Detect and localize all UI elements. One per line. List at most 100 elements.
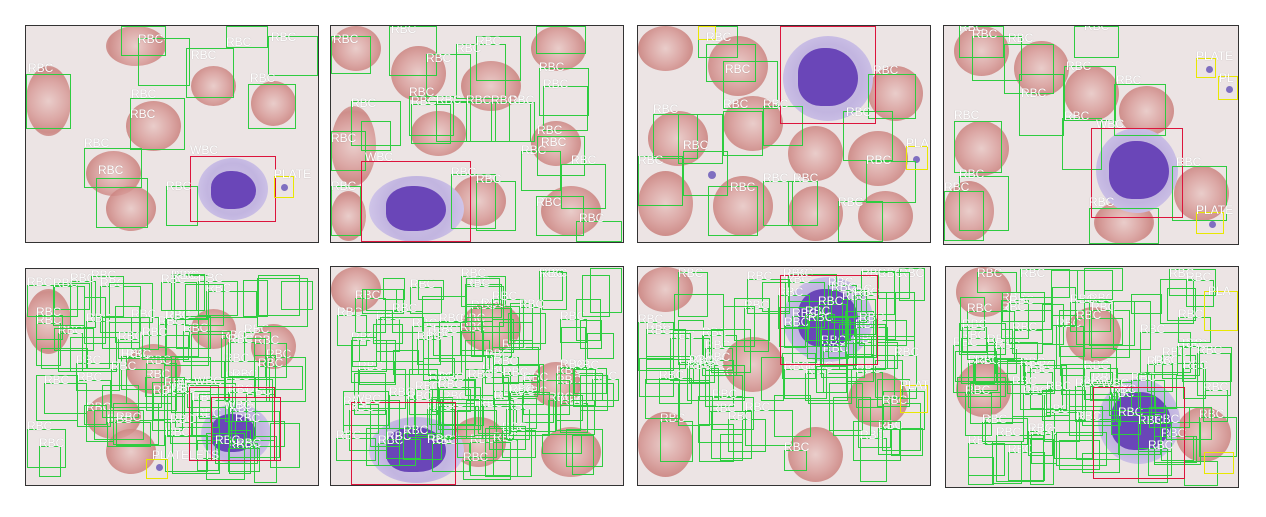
rbc-bounding-box xyxy=(1064,66,1116,121)
rbc-bounding-box xyxy=(439,321,483,362)
rbc-bounding-box xyxy=(1076,419,1120,460)
rbc-bounding-box xyxy=(708,186,758,236)
rbc-bounding-box xyxy=(422,296,467,323)
cell-nucleus xyxy=(211,171,256,209)
rbc-bounding-box xyxy=(861,271,895,315)
rbc-label: RBC xyxy=(788,266,814,280)
rbc-bounding-box xyxy=(411,104,451,144)
rbc-label: RBC xyxy=(58,323,84,337)
rbc-bounding-box xyxy=(646,333,691,360)
red-blood-cell xyxy=(1174,166,1229,221)
rbc-label: RBC xyxy=(228,382,254,396)
rbc-bounding-box xyxy=(831,290,867,323)
rbc-label: RBC xyxy=(1084,25,1110,33)
rbc-label: RBC xyxy=(481,296,507,310)
rbc-label: RBC xyxy=(975,353,1001,367)
rbc-label: RBC xyxy=(331,179,357,193)
red-blood-cell xyxy=(106,26,166,66)
rbc-bounding-box xyxy=(407,399,437,438)
rbc-bounding-box xyxy=(899,268,925,301)
rbc-bounding-box xyxy=(845,311,874,357)
panel-bottom-4: RBC RBC RBC RBC RBC RBC RBC RBC RBC RBC RBC RBC RBC R… xyxy=(945,266,1239,488)
rbc-label: RBC xyxy=(215,433,241,447)
rbc-bounding-box xyxy=(1203,390,1228,422)
rbc-label: RBC xyxy=(785,272,811,286)
rbc-bounding-box xyxy=(1056,432,1107,466)
wbc-bounding-box xyxy=(780,26,876,124)
rbc-bounding-box xyxy=(358,369,406,409)
rbc-bounding-box xyxy=(1113,301,1151,350)
rbc-label: RBC xyxy=(728,409,754,423)
rbc-label: RBC xyxy=(542,266,568,280)
platelets-bounding-box xyxy=(1196,212,1224,234)
rbc-label: RBC xyxy=(509,93,535,107)
rbc-bounding-box xyxy=(960,297,985,331)
rbc-bounding-box xyxy=(788,274,837,302)
rbc-bounding-box xyxy=(1116,373,1152,422)
rbc-label: RBC xyxy=(196,406,222,420)
rbc-bounding-box xyxy=(699,365,745,401)
rbc-bounding-box xyxy=(175,357,211,380)
rbc-bounding-box xyxy=(847,354,874,382)
rbc-bounding-box xyxy=(833,397,871,436)
rbc-label: RBC xyxy=(560,357,586,371)
red-blood-cell xyxy=(638,412,693,477)
rbc-label: RBC xyxy=(1021,86,1047,100)
rbc-label: RBC xyxy=(1140,322,1166,336)
red-blood-cell xyxy=(331,26,381,71)
rbc-bounding-box xyxy=(366,428,416,466)
rbc-bounding-box xyxy=(36,323,61,366)
rbc-label: RBC xyxy=(36,305,62,319)
rbc-bounding-box xyxy=(418,280,444,300)
rbc-bounding-box xyxy=(362,289,404,314)
rbc-label: RBC xyxy=(723,97,749,111)
rbc-bounding-box xyxy=(243,280,268,317)
rbc-bounding-box xyxy=(678,114,723,164)
rbc-label: RBC xyxy=(337,305,363,319)
rbc-label: RBC xyxy=(778,285,804,299)
panel-top-4: RBC RBC RBC RBC RBC RBC RBC RBC RBC RBC … xyxy=(943,25,1239,245)
rbc-bounding-box xyxy=(494,398,537,429)
rbc-bounding-box xyxy=(1162,355,1196,379)
rbc-bounding-box xyxy=(1042,390,1086,421)
rbc-bounding-box xyxy=(808,369,852,404)
rbc-label: RBC xyxy=(1020,266,1046,280)
rbc-label: RBC xyxy=(126,347,152,361)
red-blood-cell xyxy=(723,96,783,151)
rbc-label: RBC xyxy=(541,135,567,149)
rbc-label: RBC xyxy=(39,436,65,450)
rbc-bounding-box xyxy=(871,336,915,356)
rbc-bounding-box xyxy=(451,174,496,229)
rbc-bounding-box xyxy=(431,397,453,440)
rbc-label: RBC xyxy=(805,363,831,377)
rbc-bounding-box xyxy=(432,443,470,472)
rbc-bounding-box xyxy=(996,435,1044,482)
rbc-label: RBC xyxy=(493,354,519,368)
red-blood-cell xyxy=(954,121,1009,176)
rbc-bounding-box xyxy=(493,364,544,405)
rbc-label: RBC xyxy=(523,370,549,384)
rbc-label: RBC xyxy=(653,102,679,116)
rbc-bounding-box xyxy=(426,54,471,102)
rbc-bounding-box xyxy=(779,307,822,347)
rbc-bounding-box xyxy=(560,319,587,343)
rbc-label: RBC xyxy=(1182,337,1208,351)
rbc-bounding-box xyxy=(954,121,1002,173)
rbc-label: RBC xyxy=(1046,379,1072,393)
rbc-bounding-box xyxy=(76,363,120,391)
rbc-bounding-box xyxy=(355,298,386,333)
rbc-bounding-box xyxy=(542,272,567,310)
rbc-bounding-box xyxy=(94,410,144,440)
rbc-bounding-box xyxy=(466,278,500,305)
rbc-bounding-box xyxy=(639,358,674,397)
rbc-bounding-box xyxy=(492,299,524,348)
rbc-bounding-box xyxy=(1059,440,1100,470)
rbc-bounding-box xyxy=(206,291,257,318)
wbc-label: WBC xyxy=(1096,117,1124,131)
rbc-bounding-box xyxy=(1009,303,1053,344)
platelet xyxy=(281,184,288,191)
rbc-label: RBC xyxy=(683,138,709,152)
rbc-bounding-box xyxy=(957,377,1006,397)
rbc-label: RBC xyxy=(1023,384,1049,398)
rbc-bounding-box xyxy=(858,399,891,448)
